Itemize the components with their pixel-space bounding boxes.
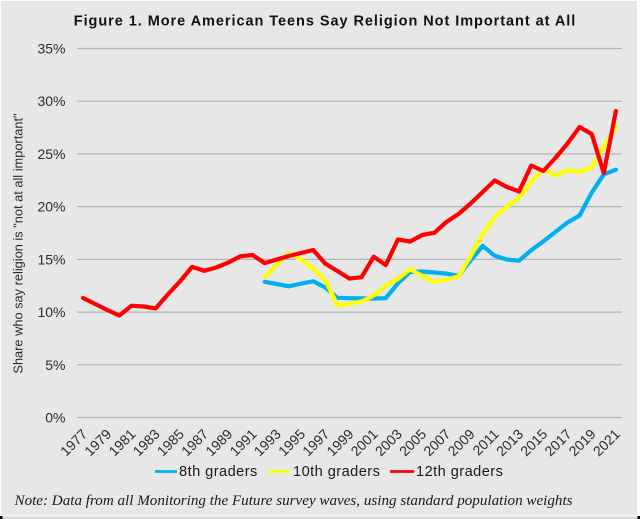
- svg-text:15%: 15%: [37, 251, 65, 267]
- svg-text:0%: 0%: [45, 410, 65, 426]
- svg-text:25%: 25%: [37, 146, 65, 162]
- svg-text:20%: 20%: [37, 199, 65, 215]
- svg-text:12th graders: 12th graders: [416, 464, 503, 480]
- svg-text:10th graders: 10th graders: [293, 464, 380, 480]
- svg-text:Note: Data from all Monitoring: Note: Data from all Monitoring the Futur…: [14, 493, 573, 509]
- svg-text:8th graders: 8th graders: [179, 464, 258, 480]
- svg-text:5%: 5%: [45, 357, 65, 373]
- svg-text:2021: 2021: [590, 426, 623, 459]
- svg-text:Share who say religion is "not: Share who say religion is "not at all im…: [11, 113, 26, 373]
- svg-text:10%: 10%: [37, 304, 65, 320]
- svg-text:35%: 35%: [37, 41, 65, 57]
- svg-text:30%: 30%: [37, 93, 65, 109]
- svg-text:Figure 1. More American Teens: Figure 1. More American Teens Say Religi…: [74, 13, 576, 29]
